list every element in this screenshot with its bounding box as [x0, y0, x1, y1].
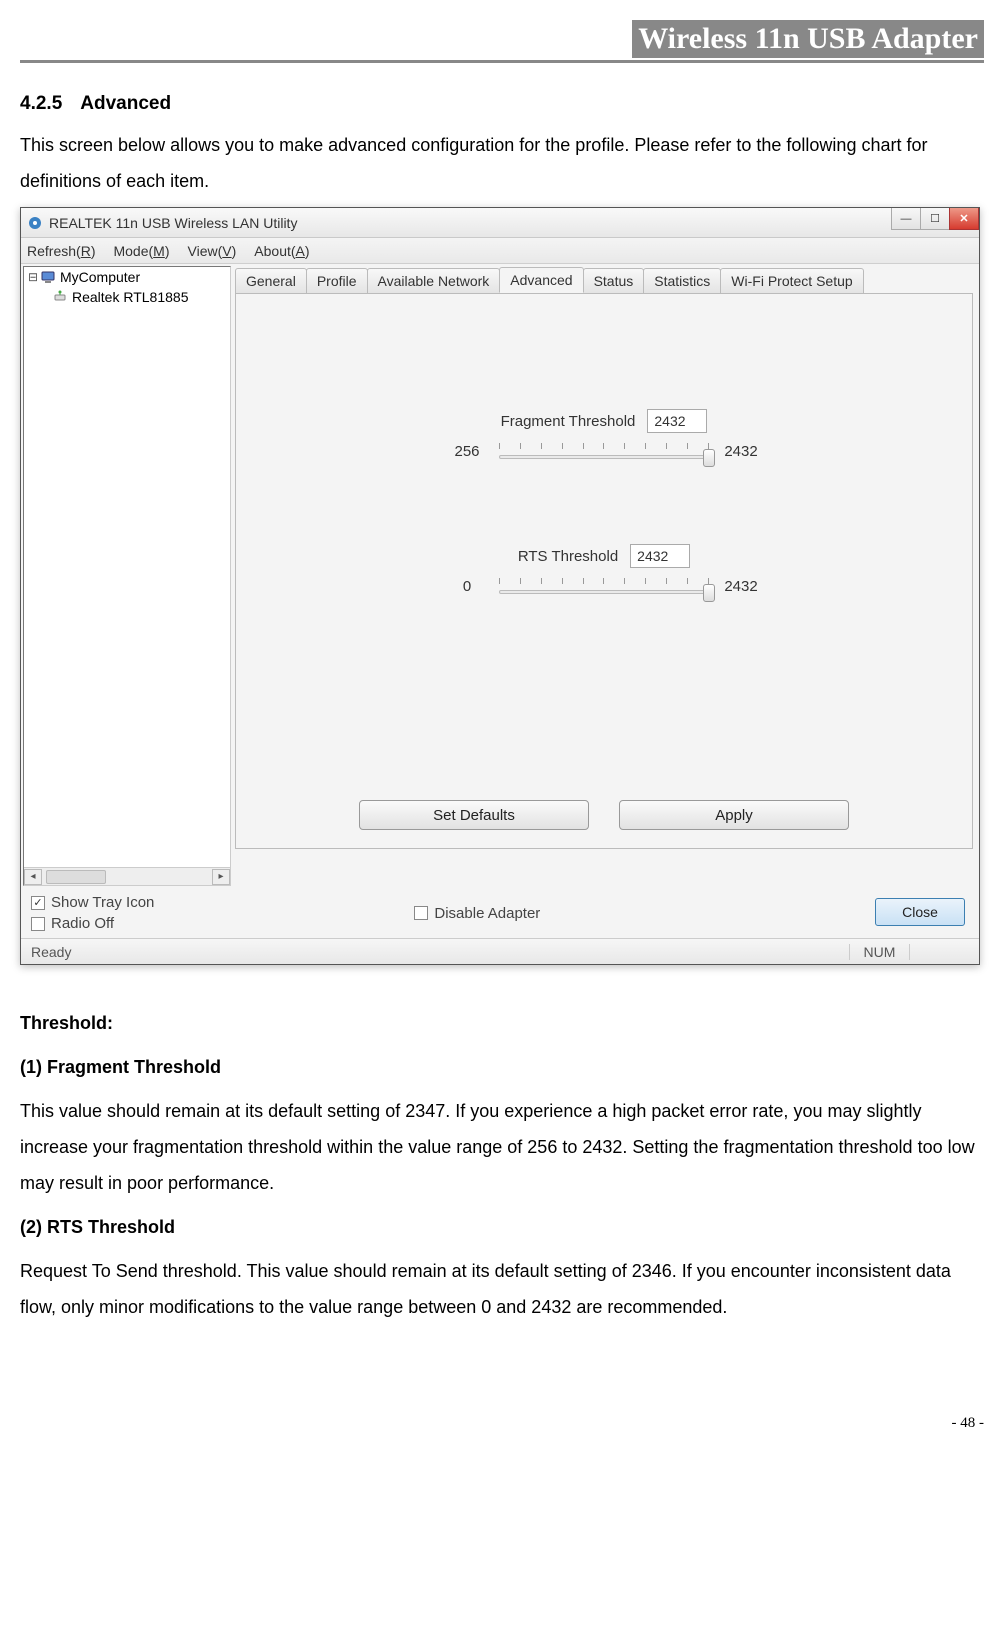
adapter-icon — [52, 289, 68, 305]
tree-root-row[interactable]: ⊟ MyComputer — [24, 267, 230, 287]
apply-button[interactable]: Apply — [619, 800, 849, 830]
fragment-threshold-group: Fragment Threshold 2432 256 2432 — [447, 409, 761, 463]
fragment-min: 256 — [447, 443, 487, 460]
scroll-thumb[interactable] — [46, 870, 106, 884]
fragment-label: Fragment Threshold — [501, 413, 636, 430]
tab-page-advanced: Fragment Threshold 2432 256 2432 — [235, 294, 973, 849]
set-defaults-button[interactable]: Set Defaults — [359, 800, 589, 830]
checkbox-icon: ✓ — [31, 896, 45, 910]
tab-available-network[interactable]: Available Network — [367, 268, 501, 294]
status-empty — [909, 944, 969, 960]
status-num: NUM — [849, 944, 909, 960]
device-tree[interactable]: ⊟ MyComputer Realtek RTL81885 ◂ — [23, 266, 231, 886]
rts-threshold-group: RTS Threshold 2432 0 2432 — [447, 544, 761, 598]
disable-adapter-checkbox[interactable]: Disable Adapter — [414, 905, 540, 922]
rts-text: Request To Send threshold. This value sh… — [20, 1253, 984, 1325]
intro-text: This screen below allows you to make adv… — [20, 127, 984, 199]
threshold-heading: Threshold: — [20, 1005, 984, 1041]
fragment-slider-thumb[interactable] — [703, 449, 715, 467]
window-controls: — ☐ ✕ — [892, 208, 979, 230]
scroll-left-icon[interactable]: ◂ — [24, 869, 42, 885]
checkbox-icon — [414, 906, 428, 920]
rts-slider-thumb[interactable] — [703, 584, 715, 602]
tree-hscrollbar[interactable]: ◂ ▸ — [24, 867, 230, 885]
radio-off-checkbox[interactable]: Radio Off — [31, 915, 154, 932]
computer-icon — [40, 269, 56, 285]
rts-value-input[interactable]: 2432 — [630, 544, 690, 568]
statusbar: Ready NUM — [21, 938, 979, 964]
app-icon — [27, 215, 43, 231]
section-title: Advanced — [80, 93, 171, 114]
maximize-button[interactable]: ☐ — [920, 208, 950, 230]
tab-status[interactable]: Status — [583, 268, 645, 294]
menu-mode[interactable]: Mode(M) — [113, 243, 169, 259]
scroll-right-icon[interactable]: ▸ — [212, 869, 230, 885]
document-header: Wireless 11n USB Adapter — [20, 20, 984, 63]
rts-min: 0 — [447, 578, 487, 595]
tab-advanced[interactable]: Advanced — [499, 267, 583, 293]
window-title: REALTEK 11n USB Wireless LAN Utility — [49, 215, 297, 231]
close-window-button[interactable]: ✕ — [949, 208, 979, 230]
collapse-icon[interactable]: ⊟ — [26, 270, 40, 284]
section-number: 4.2.5 — [20, 93, 62, 114]
checkbox-icon — [31, 917, 45, 931]
rts-heading: (2) RTS Threshold — [20, 1209, 984, 1245]
menubar: Refresh(R) Mode(M) View(V) About(A) — [21, 238, 979, 264]
document-title: Wireless 11n USB Adapter — [632, 20, 984, 58]
close-button[interactable]: Close — [875, 898, 965, 926]
radio-off-label: Radio Off — [51, 915, 114, 932]
tab-profile[interactable]: Profile — [306, 268, 368, 294]
status-ready: Ready — [31, 944, 71, 960]
rts-label: RTS Threshold — [518, 548, 618, 565]
tree-child-row[interactable]: Realtek RTL81885 — [24, 287, 230, 307]
fragment-slider[interactable] — [499, 439, 709, 463]
menu-refresh[interactable]: Refresh(R) — [27, 243, 95, 259]
menu-view[interactable]: View(V) — [188, 243, 237, 259]
disable-adapter-label: Disable Adapter — [434, 905, 540, 922]
fragment-heading: (1) Fragment Threshold — [20, 1049, 984, 1085]
tree-root-label: MyComputer — [60, 269, 140, 285]
titlebar[interactable]: REALTEK 11n USB Wireless LAN Utility — ☐… — [21, 208, 979, 238]
app-window: REALTEK 11n USB Wireless LAN Utility — ☐… — [20, 207, 980, 965]
rts-max: 2432 — [721, 578, 761, 595]
rts-slider[interactable] — [499, 574, 709, 598]
section-heading: 4.2.5 Advanced — [20, 93, 984, 115]
show-tray-icon-checkbox[interactable]: ✓ Show Tray Icon — [31, 894, 154, 911]
tab-statistics[interactable]: Statistics — [643, 268, 721, 294]
fragment-text: This value should remain at its default … — [20, 1093, 984, 1201]
footer-options: ✓ Show Tray Icon Radio Off Disable Adapt… — [21, 888, 979, 938]
show-tray-label: Show Tray Icon — [51, 894, 154, 911]
fragment-max: 2432 — [721, 443, 761, 460]
tabstrip: General Profile Available Network Advanc… — [235, 268, 973, 294]
tab-general[interactable]: General — [235, 268, 307, 294]
menu-about[interactable]: About(A) — [254, 243, 309, 259]
page-number: - 48 - — [20, 1415, 984, 1432]
minimize-button[interactable]: — — [891, 208, 921, 230]
tab-wps[interactable]: Wi-Fi Protect Setup — [720, 268, 863, 294]
tree-child-label: Realtek RTL81885 — [72, 289, 188, 305]
fragment-value-input[interactable]: 2432 — [647, 409, 707, 433]
